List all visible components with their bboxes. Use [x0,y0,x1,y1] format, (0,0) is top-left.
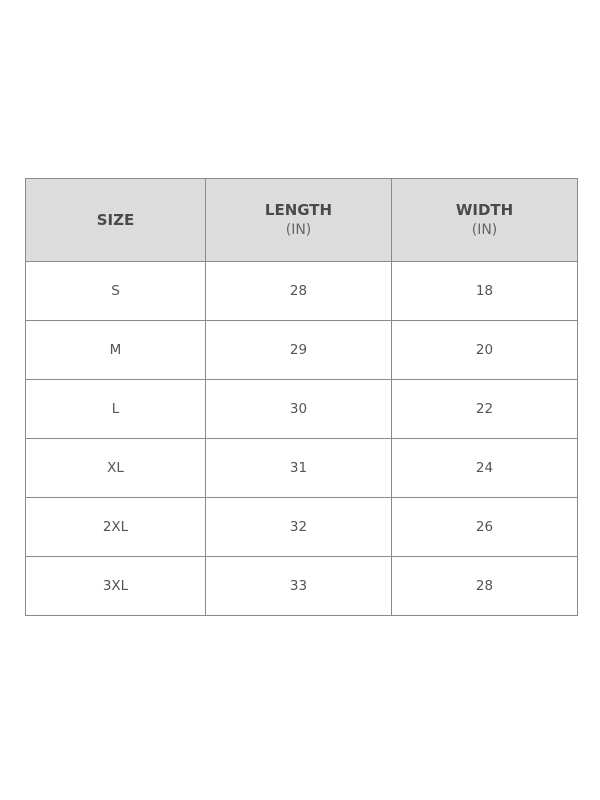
size-cell: S [25,261,206,321]
header-unit: (IN) [285,222,312,238]
header-width: WIDTH (IN) [391,178,578,262]
length-cell: 31 [205,438,392,498]
header-label: LENGTH [264,201,333,219]
table-row: 2XL 32 26 [25,497,578,557]
width-cell: 26 [391,497,578,557]
table-row: L 30 22 [25,379,578,439]
header-label: WIDTH [455,201,514,219]
header-label: SIZE [96,211,135,229]
table-row: 3XL 33 28 [25,556,578,616]
header-size: SIZE [25,178,206,262]
length-cell: 33 [205,556,392,616]
size-cell: 2XL [25,497,206,557]
header-row: SIZE LENGTH (IN) WIDTH (IN) [25,178,578,262]
width-cell: 20 [391,320,578,380]
size-cell: XL [25,438,206,498]
width-cell: 18 [391,261,578,321]
size-cell: L [25,379,206,439]
size-chart-table: SIZE LENGTH (IN) WIDTH (IN) S 28 18 M 29 20 L 30 2… [25,178,578,616]
header-unit: (IN) [471,222,498,238]
length-cell: 29 [205,320,392,380]
size-cell: 3XL [25,556,206,616]
length-cell: 30 [205,379,392,439]
header-length: LENGTH (IN) [205,178,392,262]
length-cell: 32 [205,497,392,557]
width-cell: 22 [391,379,578,439]
size-cell: M [25,320,206,380]
length-cell: 28 [205,261,392,321]
width-cell: 28 [391,556,578,616]
table-row: XL 31 24 [25,438,578,498]
table-row: S 28 18 [25,261,578,321]
table-row: M 29 20 [25,320,578,380]
width-cell: 24 [391,438,578,498]
